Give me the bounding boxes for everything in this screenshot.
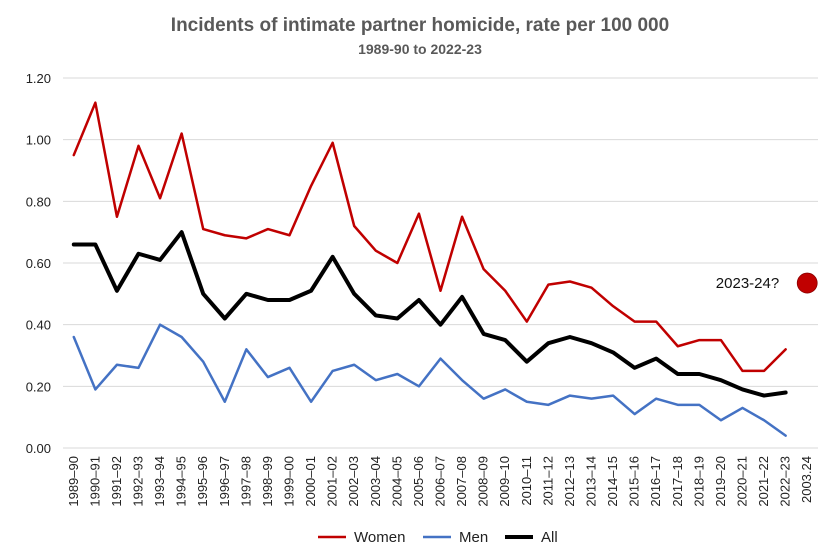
x-tick-label: 2018–19 xyxy=(691,456,706,507)
x-tick-label: 1997–98 xyxy=(238,456,253,507)
x-tick-label: 2012–13 xyxy=(562,456,577,507)
chart-subtitle: 1989-90 to 2022-23 xyxy=(358,41,482,57)
y-tick-label: 0.00 xyxy=(26,441,51,456)
x-tick-label: 2005–06 xyxy=(411,456,426,507)
x-tick-label: 1998–99 xyxy=(260,456,275,507)
x-axis-ticks: 1989–90 1990–91 1991–92 1992–93 1993–94 1994–… xyxy=(66,456,814,507)
y-tick-label: 0.20 xyxy=(26,379,51,394)
y-tick-label: 0.60 xyxy=(26,256,51,271)
x-tick-label: 2022–23 xyxy=(778,456,793,507)
x-tick-label: 1989–90 xyxy=(66,456,81,507)
x-tick-label: 2008–09 xyxy=(476,456,491,507)
series-line-men xyxy=(72,323,787,437)
x-tick-label: 2000–01 xyxy=(303,456,318,507)
legend-label-all: All xyxy=(541,529,558,546)
annotation-marker xyxy=(796,272,818,294)
x-tick-label: 1999–00 xyxy=(282,456,297,507)
gridlines xyxy=(63,77,818,449)
x-tick-label: 2021–22 xyxy=(756,456,771,507)
x-tick-label: 1994–95 xyxy=(174,456,189,507)
x-tick-label: 2019–20 xyxy=(713,456,728,507)
x-tick-label: 2002–03 xyxy=(346,456,361,507)
x-tick-label: 1991–92 xyxy=(109,456,124,507)
x-tick-label: 2003.24 xyxy=(799,456,814,503)
x-tick-label: 2004–05 xyxy=(389,456,404,507)
chart-title: Incidents of intimate partner homicide, … xyxy=(171,15,669,36)
x-tick-label: 2013–14 xyxy=(584,456,599,507)
x-tick-label: 1996–97 xyxy=(217,456,232,507)
annotation-label: 2023-24? xyxy=(716,275,779,292)
y-tick-label: 0.80 xyxy=(26,194,51,209)
legend: Women Men All xyxy=(318,529,558,546)
x-tick-label: 2006–07 xyxy=(433,456,448,507)
x-tick-label: 1990–91 xyxy=(87,456,102,507)
y-tick-label: 1.00 xyxy=(26,133,51,148)
x-tick-label: 2016–17 xyxy=(648,456,663,507)
series-line-women xyxy=(72,101,787,373)
series-line-all xyxy=(71,230,788,398)
x-tick-label: 2007–08 xyxy=(454,456,469,507)
y-axis-ticks: 0.00 0.20 0.40 0.60 0.80 1.00 1.20 xyxy=(26,71,51,456)
x-tick-label: 2020–21 xyxy=(735,456,750,507)
x-tick-label: 1995–96 xyxy=(195,456,210,507)
x-tick-label: 1992–93 xyxy=(131,456,146,507)
annotation: 2023-24? xyxy=(716,272,818,294)
x-tick-label: 2001–02 xyxy=(325,456,340,507)
x-tick-label: 1993–94 xyxy=(152,456,167,507)
series-lines xyxy=(71,101,788,437)
x-tick-label: 2015–16 xyxy=(627,456,642,507)
x-tick-label: 2009–10 xyxy=(497,456,512,507)
y-tick-label: 0.40 xyxy=(26,318,51,333)
x-tick-label: 2017–18 xyxy=(670,456,685,507)
y-tick-label: 1.20 xyxy=(26,71,51,86)
x-tick-label: 2003–04 xyxy=(368,456,383,507)
x-tick-label: 2011–12 xyxy=(540,456,555,506)
legend-label-men: Men xyxy=(459,529,488,546)
x-tick-label: 2010–11 xyxy=(519,456,534,506)
legend-label-women: Women xyxy=(354,529,405,546)
x-tick-label: 2014–15 xyxy=(605,456,620,507)
